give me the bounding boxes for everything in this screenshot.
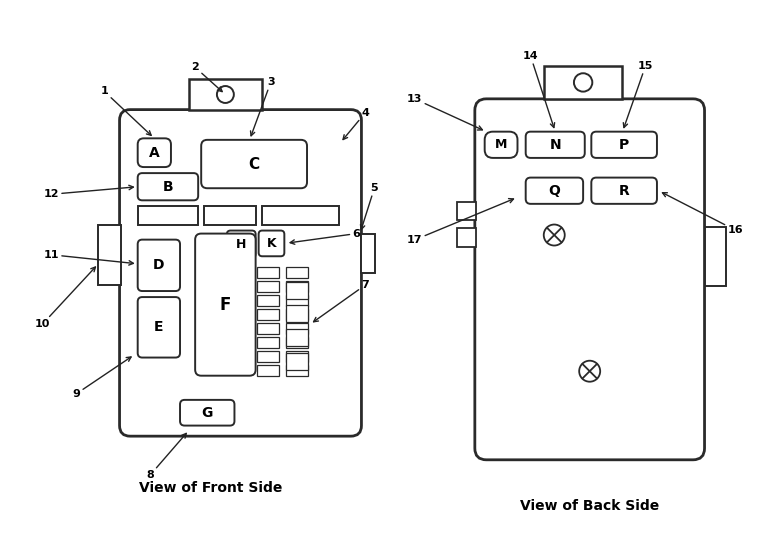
Text: E: E (154, 320, 164, 334)
Text: View of Back Side: View of Back Side (520, 499, 659, 513)
Bar (286, 305, 308, 322)
Bar (98, 225, 121, 285)
Text: 3: 3 (250, 77, 274, 136)
Text: 11: 11 (44, 250, 134, 265)
Bar (286, 281, 308, 292)
FancyBboxPatch shape (120, 110, 362, 436)
Circle shape (544, 225, 564, 245)
Bar (362, 234, 375, 273)
Bar (204, 207, 256, 225)
Bar (257, 351, 279, 362)
Bar (137, 207, 198, 225)
Text: View of Front Side: View of Front Side (138, 480, 282, 494)
Bar (189, 80, 262, 110)
Text: 2: 2 (191, 62, 222, 92)
Text: 15: 15 (624, 61, 653, 128)
Bar (257, 268, 279, 278)
FancyBboxPatch shape (525, 178, 583, 204)
Circle shape (574, 73, 592, 92)
Bar (257, 365, 279, 376)
Text: 4: 4 (343, 108, 369, 139)
Text: A: A (149, 146, 160, 160)
Text: C: C (249, 157, 260, 171)
Text: 5: 5 (360, 183, 378, 230)
Bar (286, 309, 308, 320)
FancyBboxPatch shape (591, 178, 657, 204)
Bar (257, 281, 279, 292)
FancyBboxPatch shape (227, 231, 256, 258)
Circle shape (217, 86, 233, 103)
Bar (457, 202, 476, 220)
Circle shape (579, 361, 600, 382)
Text: 14: 14 (523, 51, 554, 128)
FancyBboxPatch shape (180, 400, 234, 426)
Bar (257, 309, 279, 320)
Bar (286, 351, 308, 362)
FancyBboxPatch shape (137, 138, 171, 167)
Bar (262, 207, 339, 225)
FancyBboxPatch shape (137, 240, 180, 291)
Bar (457, 228, 476, 246)
Text: 8: 8 (146, 433, 187, 480)
Text: 10: 10 (35, 267, 95, 329)
Text: K: K (266, 237, 276, 250)
Text: B: B (163, 180, 174, 194)
FancyBboxPatch shape (137, 173, 198, 200)
Bar (257, 295, 279, 306)
Text: 7: 7 (313, 280, 369, 322)
Text: G: G (201, 406, 213, 420)
FancyBboxPatch shape (475, 99, 704, 460)
Bar (544, 66, 623, 99)
Bar (257, 323, 279, 334)
Text: 9: 9 (72, 357, 131, 399)
Text: Q: Q (548, 184, 560, 198)
Bar (286, 353, 308, 370)
FancyBboxPatch shape (137, 297, 180, 357)
Text: D: D (153, 258, 164, 272)
FancyBboxPatch shape (525, 132, 584, 158)
Text: H: H (236, 237, 247, 251)
Text: 13: 13 (407, 94, 482, 130)
Text: P: P (619, 138, 629, 152)
Bar (704, 227, 726, 286)
Bar (286, 323, 308, 334)
Text: R: R (619, 184, 630, 198)
Text: N: N (549, 138, 561, 152)
Bar (257, 337, 279, 348)
Bar (286, 337, 308, 348)
FancyBboxPatch shape (195, 234, 256, 376)
Text: M: M (495, 138, 508, 151)
Bar (286, 282, 308, 298)
Bar (286, 329, 308, 346)
Text: F: F (220, 296, 231, 314)
Text: 17: 17 (407, 199, 514, 245)
FancyBboxPatch shape (485, 132, 518, 158)
FancyBboxPatch shape (591, 132, 657, 158)
Bar (286, 268, 308, 278)
FancyBboxPatch shape (201, 140, 307, 188)
FancyBboxPatch shape (259, 231, 284, 256)
Text: 1: 1 (101, 86, 151, 136)
Bar (286, 295, 308, 306)
Text: 12: 12 (44, 185, 134, 199)
Text: 6: 6 (290, 228, 360, 244)
Bar (286, 365, 308, 376)
Text: 16: 16 (663, 193, 743, 235)
